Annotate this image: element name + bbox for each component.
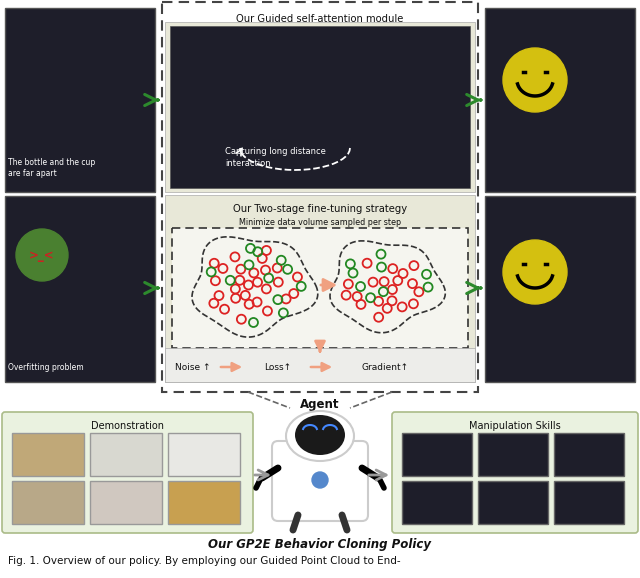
Text: Agent: Agent bbox=[300, 398, 340, 411]
Text: Our Two-stage fine-tuning strategy: Our Two-stage fine-tuning strategy bbox=[233, 204, 407, 214]
Bar bbox=[168, 433, 240, 476]
Circle shape bbox=[312, 472, 328, 488]
Text: Noise ↑: Noise ↑ bbox=[175, 362, 211, 372]
Bar bbox=[12, 433, 84, 476]
Bar bbox=[165, 348, 475, 382]
Bar bbox=[5, 8, 155, 192]
Bar bbox=[165, 22, 475, 192]
Ellipse shape bbox=[295, 415, 345, 455]
Text: >_<: >_< bbox=[29, 249, 55, 261]
Text: Gradient↑: Gradient↑ bbox=[362, 362, 408, 372]
Bar bbox=[485, 8, 635, 192]
Bar bbox=[170, 26, 470, 188]
Bar bbox=[402, 481, 472, 524]
Bar bbox=[90, 481, 162, 524]
Bar bbox=[485, 196, 635, 382]
Text: Our Guided self-attention module: Our Guided self-attention module bbox=[236, 14, 404, 24]
Text: Capturing long distance
interaction: Capturing long distance interaction bbox=[225, 147, 326, 168]
Bar bbox=[172, 228, 468, 348]
Bar bbox=[402, 433, 472, 476]
Circle shape bbox=[503, 48, 567, 112]
Bar bbox=[168, 481, 240, 524]
Text: The bottle and the cup
are far apart: The bottle and the cup are far apart bbox=[8, 158, 95, 178]
Text: Overfitting problem: Overfitting problem bbox=[8, 363, 84, 372]
Text: Our GP2E Behavior Cloning Policy: Our GP2E Behavior Cloning Policy bbox=[209, 538, 431, 551]
Bar bbox=[12, 481, 84, 524]
Text: Loss↑: Loss↑ bbox=[264, 362, 292, 372]
Text: Minimize data volume sampled per step: Minimize data volume sampled per step bbox=[239, 218, 401, 227]
FancyBboxPatch shape bbox=[272, 441, 368, 521]
Bar bbox=[478, 433, 548, 476]
FancyBboxPatch shape bbox=[392, 412, 638, 533]
Bar bbox=[554, 433, 624, 476]
Circle shape bbox=[16, 229, 68, 281]
Bar bbox=[478, 481, 548, 524]
Bar bbox=[5, 196, 155, 382]
FancyBboxPatch shape bbox=[2, 412, 253, 533]
Text: Manipulation Skills: Manipulation Skills bbox=[469, 421, 561, 431]
Text: Demonstration: Demonstration bbox=[90, 421, 163, 431]
Bar bbox=[165, 195, 475, 382]
Bar bbox=[554, 481, 624, 524]
Ellipse shape bbox=[286, 411, 354, 461]
Bar bbox=[162, 2, 478, 392]
Circle shape bbox=[503, 240, 567, 304]
Bar bbox=[90, 433, 162, 476]
Text: Fig. 1. Overview of our policy. By employing our Guided Point Cloud to End-: Fig. 1. Overview of our policy. By emplo… bbox=[8, 556, 401, 566]
